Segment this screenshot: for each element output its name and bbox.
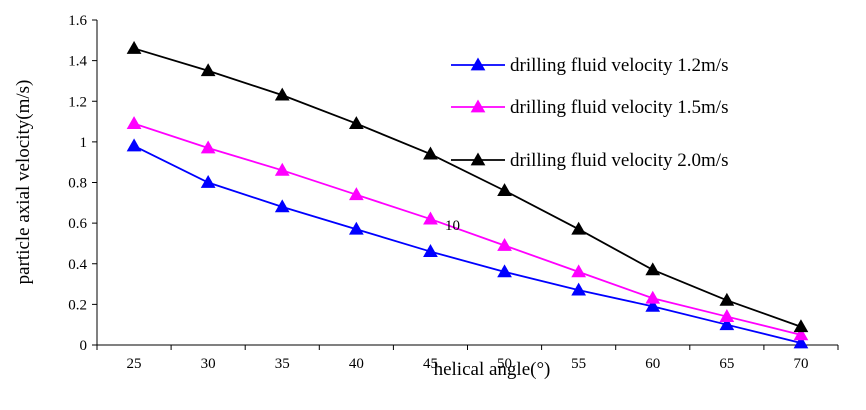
data-point-marker bbox=[423, 146, 438, 160]
legend-marker bbox=[470, 152, 486, 166]
data-point-marker bbox=[645, 298, 661, 312]
data-point-marker bbox=[719, 292, 735, 306]
x-axis-label: helical angle(°) bbox=[434, 359, 551, 380]
data-point-marker bbox=[423, 244, 438, 257]
data-point-marker bbox=[571, 221, 587, 235]
series-line bbox=[133, 145, 802, 344]
legend: drilling fluid velocity 1.2m/s drilling f… bbox=[451, 55, 728, 171]
y-tick-label: 0 bbox=[80, 338, 88, 354]
y-tick-label: 0.2 bbox=[68, 297, 87, 313]
data-point-marker bbox=[497, 264, 512, 278]
data-point-marker bbox=[719, 309, 735, 322]
data-point-marker bbox=[200, 63, 216, 77]
legend-label: drilling fluid velocity 1.2m/s bbox=[510, 55, 728, 76]
data-point-marker bbox=[200, 140, 216, 154]
x-tick-label: 45 bbox=[423, 356, 438, 372]
x-tick-label: 60 bbox=[645, 356, 660, 372]
series-line bbox=[133, 122, 802, 336]
data-point-marker bbox=[274, 199, 290, 213]
x-tick-label: 55 bbox=[571, 356, 586, 372]
data-point-marker bbox=[571, 282, 587, 296]
series-lines bbox=[133, 47, 802, 344]
data-point-marker bbox=[274, 87, 290, 101]
x-tick-label: 50 bbox=[497, 356, 512, 372]
data-point-marker bbox=[571, 264, 587, 278]
legend-label: drilling fluid velocity 1.5m/s bbox=[510, 97, 728, 118]
data-point-marker bbox=[793, 327, 809, 341]
y-tick-label: 0.8 bbox=[68, 176, 87, 192]
data-point-marker bbox=[126, 138, 142, 152]
y-tick-label: 0.4 bbox=[68, 257, 87, 273]
data-point-marker bbox=[497, 237, 512, 251]
data-point-marker bbox=[348, 187, 364, 201]
data-point-marker bbox=[645, 262, 661, 276]
y-tick-label: 1.6 bbox=[68, 13, 87, 29]
data-point-marker bbox=[423, 211, 438, 225]
y-tick-label: 1 bbox=[80, 135, 88, 151]
y-tick-label: 1.2 bbox=[68, 94, 87, 110]
legend-marker bbox=[470, 57, 486, 71]
data-point-marker bbox=[497, 183, 512, 196]
x-tick-label: 30 bbox=[201, 356, 216, 372]
data-point-marker bbox=[200, 174, 216, 188]
data-point-marker bbox=[793, 319, 809, 333]
data-point-marker bbox=[348, 116, 364, 129]
y-tick-label: 1.4 bbox=[68, 54, 87, 70]
data-point-marker bbox=[126, 116, 142, 129]
legend-marker bbox=[470, 99, 486, 113]
data-point-marker bbox=[274, 162, 290, 176]
x-ticks: 25 30 35 40 45 50 55 60 65 70 bbox=[96, 345, 839, 372]
y-ticks: 0 0.2 0.4 0.6 0.8 1 1.2 1.4 1.6 bbox=[68, 13, 97, 354]
data-point-marker bbox=[348, 221, 364, 235]
y-axis-label: particle axial velocity(m/s) bbox=[13, 80, 34, 285]
legend-label: drilling fluid velocity 2.0m/s bbox=[510, 150, 728, 171]
data-point-marker bbox=[793, 335, 809, 349]
data-point-marker bbox=[126, 40, 142, 54]
data-point-marker bbox=[719, 317, 735, 331]
series-markers bbox=[126, 40, 809, 349]
x-tick-label: 40 bbox=[349, 356, 364, 372]
x-tick-label: 25 bbox=[127, 356, 142, 372]
y-tick-label: 0.6 bbox=[68, 216, 87, 232]
series-line bbox=[133, 47, 802, 328]
x-tick-label: 65 bbox=[719, 356, 734, 372]
x-tick-label: 35 bbox=[275, 356, 290, 372]
annotation-label: 10 bbox=[445, 218, 460, 234]
data-point-marker bbox=[645, 290, 661, 304]
x-tick-label: 70 bbox=[793, 356, 808, 372]
